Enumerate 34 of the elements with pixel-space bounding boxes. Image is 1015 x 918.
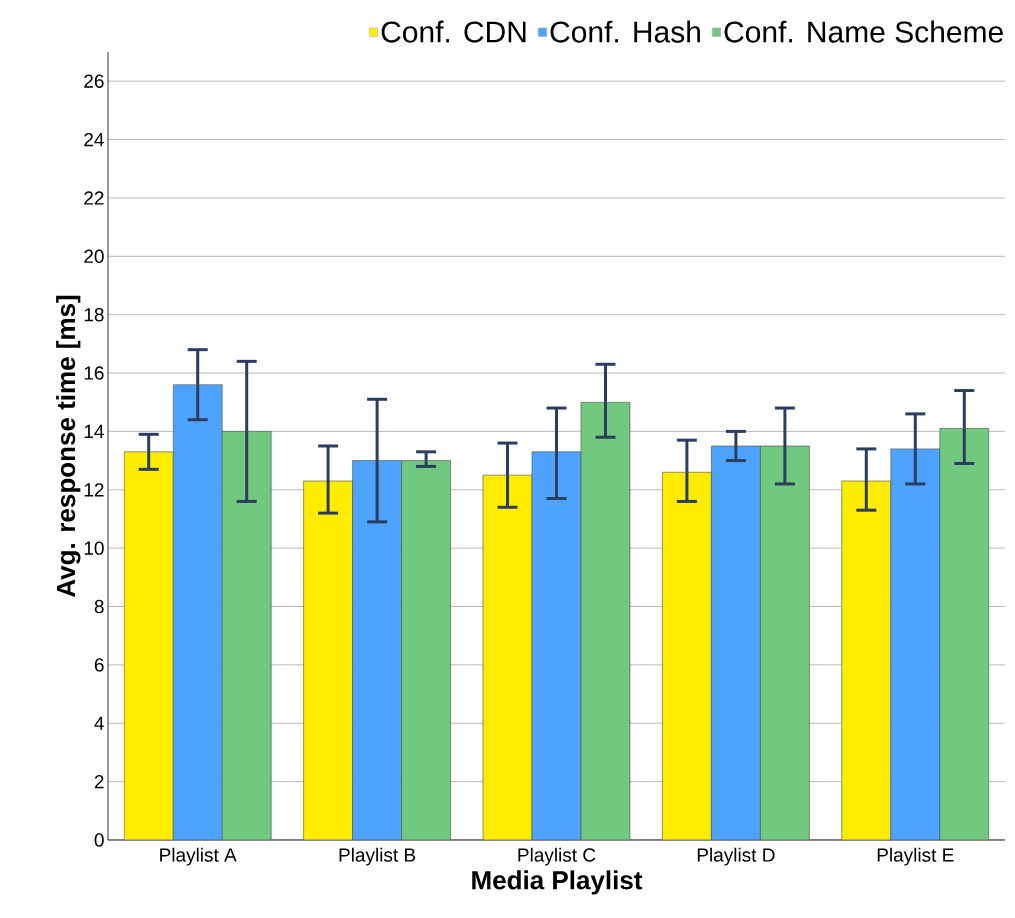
bar	[890, 448, 941, 840]
x-tick-label: Playlist A	[160, 847, 237, 866]
y-tick-label: 4	[94, 716, 104, 730]
bar	[531, 451, 582, 840]
x-axis-title: Media Playlist	[472, 870, 643, 895]
y-tick-label: 24	[84, 132, 104, 147]
bar	[303, 480, 353, 840]
y-tick-label: 20	[84, 249, 104, 264]
x-tick-label: Playlist E	[877, 847, 954, 866]
bar	[662, 471, 712, 840]
y-tick-label: 12	[84, 483, 104, 497]
y-tick-label: 26	[84, 74, 104, 88]
y-tick-label: 2	[94, 774, 104, 789]
y-tick-label: 8	[94, 599, 104, 614]
bar	[172, 384, 223, 840]
y-tick-label: 22	[84, 191, 104, 205]
bar	[841, 480, 892, 840]
x-tick-label: Playlist D	[697, 847, 775, 866]
y-tick-label: 14	[84, 424, 104, 438]
x-tick-label: Playlist B	[339, 847, 416, 866]
y-tick-label: 10	[84, 541, 104, 555]
bar	[352, 460, 402, 840]
y-tick-label: 18	[84, 307, 104, 322]
legend-label: Conf. Hash	[550, 20, 700, 43]
y-tick-label: 0	[94, 833, 104, 847]
legend-label: Conf. Name Scheme	[724, 20, 1003, 43]
bar	[711, 445, 761, 840]
bar	[482, 474, 533, 840]
x-tick-label: Playlist C	[518, 847, 596, 866]
y-tick-label: 16	[84, 366, 104, 380]
bar	[123, 451, 174, 840]
y-tick-label: 6	[94, 658, 104, 672]
legend-label: Conf. CDN	[381, 20, 526, 43]
y-axis-title: Avg. response time [ms]	[56, 295, 81, 598]
